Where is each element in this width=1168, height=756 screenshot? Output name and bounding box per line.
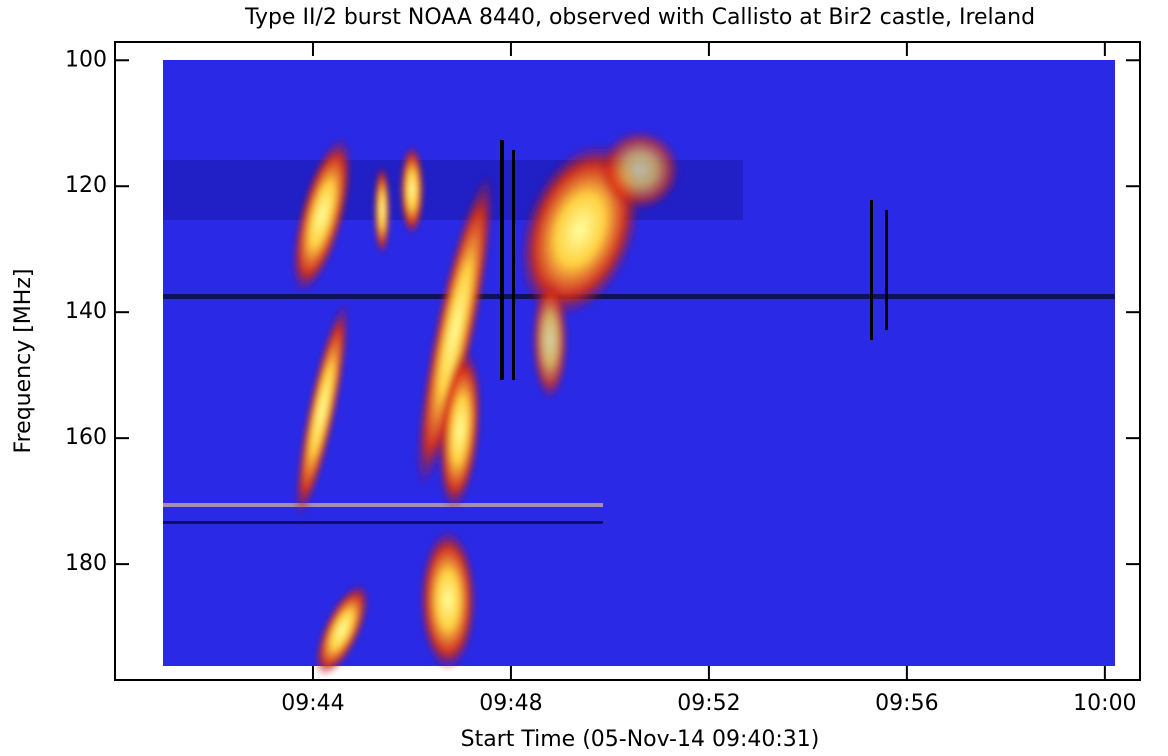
x-tick-label: 09:56 — [875, 691, 938, 716]
x-tick-label: 09:48 — [479, 691, 542, 716]
x-tick-label: 09:52 — [677, 691, 740, 716]
plot-frame — [114, 41, 1141, 681]
y-tick-label: 140 — [65, 299, 107, 324]
y-tick-label: 120 — [65, 173, 107, 198]
x-tick-label: 10:00 — [1073, 691, 1136, 716]
x-tick-label: 09:44 — [281, 691, 344, 716]
y-axis-label: Frequency [MHz] — [11, 269, 36, 454]
x-axis-label: Start Time (05-Nov-14 09:40:31) — [461, 727, 820, 752]
y-tick-label: 180 — [65, 551, 107, 576]
spectrogram — [163, 60, 1115, 676]
chart-title: Type II/2 burst NOAA 8440, observed with… — [244, 5, 1035, 30]
y-tick-label: 100 — [65, 47, 107, 72]
y-tick-label: 160 — [65, 425, 107, 450]
